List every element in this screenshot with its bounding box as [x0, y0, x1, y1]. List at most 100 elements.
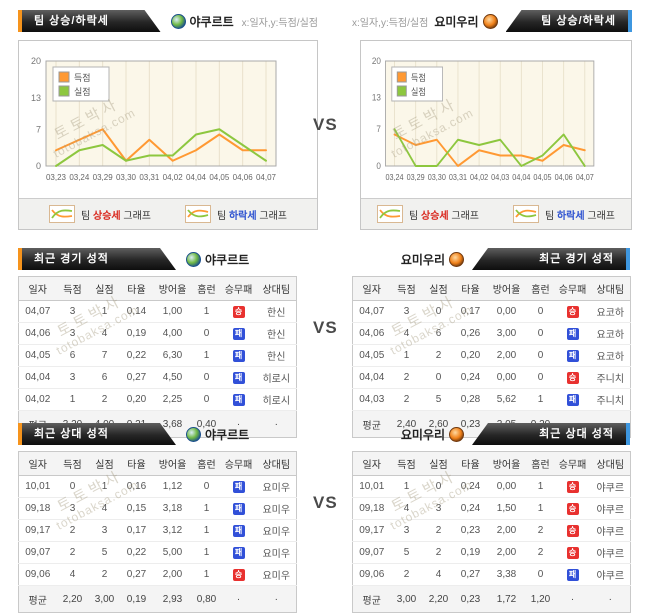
stat-cell: 0: [192, 366, 221, 389]
h2h-header-right: 요미우리 최근 상대 성적: [352, 423, 630, 445]
x-tick-label: 04,05: [209, 173, 230, 182]
trend-panel-yakult: 팀 상승/하락세 야쿠르트 x:일자,y:득점/실점 0 7 13 20 03,23 03…: [18, 10, 318, 230]
section-title: 최근 경기 성적: [539, 253, 614, 265]
column-header: 승무패: [554, 451, 591, 476]
axis-hint: x:일자,y:득점/실점: [241, 17, 318, 29]
date-cell: 04,05: [18, 344, 57, 367]
date-cell: 10,01: [18, 475, 57, 498]
stat-cell: 0: [192, 475, 221, 498]
date-cell: 09,06: [18, 563, 57, 586]
stat-cell: 1,72: [486, 585, 527, 613]
win-badge: 승: [566, 305, 579, 318]
y-tick-label: 13: [372, 92, 381, 102]
stat-cell: 2: [390, 563, 423, 586]
column-header: 득점: [390, 451, 423, 476]
x-tick-label: 04,06: [555, 173, 573, 182]
falling-graph-icon: [513, 205, 539, 223]
stat-cell: 요코하: [590, 300, 631, 323]
trend-legend-rising: 팀 상승세 그래프: [377, 205, 479, 223]
stat-cell: 1: [192, 519, 221, 542]
stat-cell: 2: [390, 388, 423, 411]
trend-legend-rising: 팀 상승세 그래프: [49, 205, 151, 223]
stat-cell: 3: [88, 519, 121, 542]
y-tick-label: 0: [376, 161, 381, 171]
legend-label: 실점: [411, 86, 426, 98]
table-row: 04,04 2 0 0,24 0,00 0 승 주니치: [352, 366, 631, 389]
stat-cell: 0,17: [120, 519, 153, 542]
stat-cell: 5: [390, 541, 423, 564]
stat-cell: 3,00: [390, 585, 423, 613]
stat-cell: 5: [422, 388, 455, 411]
stat-cell: 0,27: [454, 563, 487, 586]
loss-badge: 패: [232, 546, 245, 559]
date-cell: 04,06: [18, 322, 57, 345]
stat-cell: 요미우: [256, 563, 297, 586]
x-tick-label: 03,30: [116, 173, 137, 182]
stat-cell: 야쿠르: [590, 563, 631, 586]
stat-cell: 히로시: [256, 366, 297, 389]
column-header: 홈런: [526, 276, 555, 301]
stat-cell: 4,50: [152, 366, 193, 389]
chart-footer-legend: 팀 상승세 그래프 팀 하락세 그래프: [19, 198, 317, 229]
stat-cell: 0,00: [486, 475, 527, 498]
y-tick-label: 13: [31, 93, 41, 103]
loss-badge: 패: [566, 393, 579, 406]
stat-cell: 1: [192, 344, 221, 367]
stat-cell: 2: [422, 541, 455, 564]
stat-cell: 3: [56, 497, 89, 520]
orange-accent-bar: [18, 248, 22, 270]
stat-cell: 1,20: [526, 585, 555, 613]
stat-cell: 0,23: [454, 519, 487, 542]
stat-cell: ·: [220, 585, 257, 613]
y-tick-label: 0: [36, 161, 41, 171]
falling-graph-icon: [185, 205, 211, 223]
table-row: 04,06 4 6 0,26 3,00 0 패 요코하: [352, 322, 631, 345]
stat-cell: 6: [422, 322, 455, 345]
recent-header-right: 요미우리 최근 경기 성적: [352, 248, 630, 270]
x-tick-label: 03,29: [93, 173, 114, 182]
stat-cell: 1: [192, 563, 221, 586]
stat-cell: 0: [422, 366, 455, 389]
column-header: 상대팀: [256, 451, 297, 476]
stat-cell: 0,24: [454, 366, 487, 389]
section-title: 팀 상승/하락세: [34, 15, 109, 27]
stat-cell: 2: [88, 563, 121, 586]
stat-cell: 4: [390, 497, 423, 520]
stat-cell: 0: [526, 563, 555, 586]
stat-cell: 0,40: [192, 410, 221, 438]
stat-cell: 3,18: [152, 497, 193, 520]
x-tick-label: 04,06: [233, 173, 254, 182]
stat-cell: 6: [56, 344, 89, 367]
stat-cell: 7: [88, 344, 121, 367]
stat-cell: 야쿠르: [590, 475, 631, 498]
stat-cell: 0,16: [120, 475, 153, 498]
loss-badge: 패: [232, 480, 245, 493]
h2h-header-left: 최근 상대 성적 야쿠르트: [18, 423, 296, 445]
stat-cell: 0: [192, 388, 221, 411]
table-row: 09,18 4 3 0,24 1,50 1 승 야쿠르: [352, 497, 631, 520]
stat-cell: 주니치: [590, 366, 631, 389]
stat-cell: 0,19: [454, 541, 487, 564]
stat-cell: 2,00: [486, 519, 527, 542]
column-header: 실점: [88, 276, 121, 301]
x-tick-label: 03,24: [69, 173, 90, 182]
vs-label: VS: [313, 493, 338, 512]
h2h-section-tab: 최근 상대 성적: [472, 423, 626, 445]
axis-hint: x:일자,y:득점/실점: [352, 17, 429, 29]
recent-games-panel-yakult: 최근 경기 성적 야쿠르트 일자 득점 실점 타율 방어율 홈런 승무패 상대팀 04,07 3 1…: [18, 248, 297, 438]
stat-cell: 0,24: [454, 475, 487, 498]
date-cell: 04,06: [352, 322, 391, 345]
stat-cell: 2,25: [152, 388, 193, 411]
table-row: 04,02 1 2 0,20 2,25 0 패 히로시: [18, 388, 297, 411]
column-header: 상대팀: [256, 276, 297, 301]
legend-swatch: [58, 85, 70, 97]
stat-cell: 0,24: [454, 497, 487, 520]
stat-cell: 히로시: [256, 388, 297, 411]
column-header: 홈런: [526, 451, 555, 476]
yakult-logo-icon: [170, 13, 186, 29]
x-tick-label: 03,30: [428, 173, 446, 182]
date-cell: 04,07: [18, 300, 57, 323]
stat-cell: 6: [88, 366, 121, 389]
average-row: 평균 2,20 3,00 0,19 2,93 0,80 · ·: [18, 585, 297, 613]
stat-cell: 1: [192, 497, 221, 520]
